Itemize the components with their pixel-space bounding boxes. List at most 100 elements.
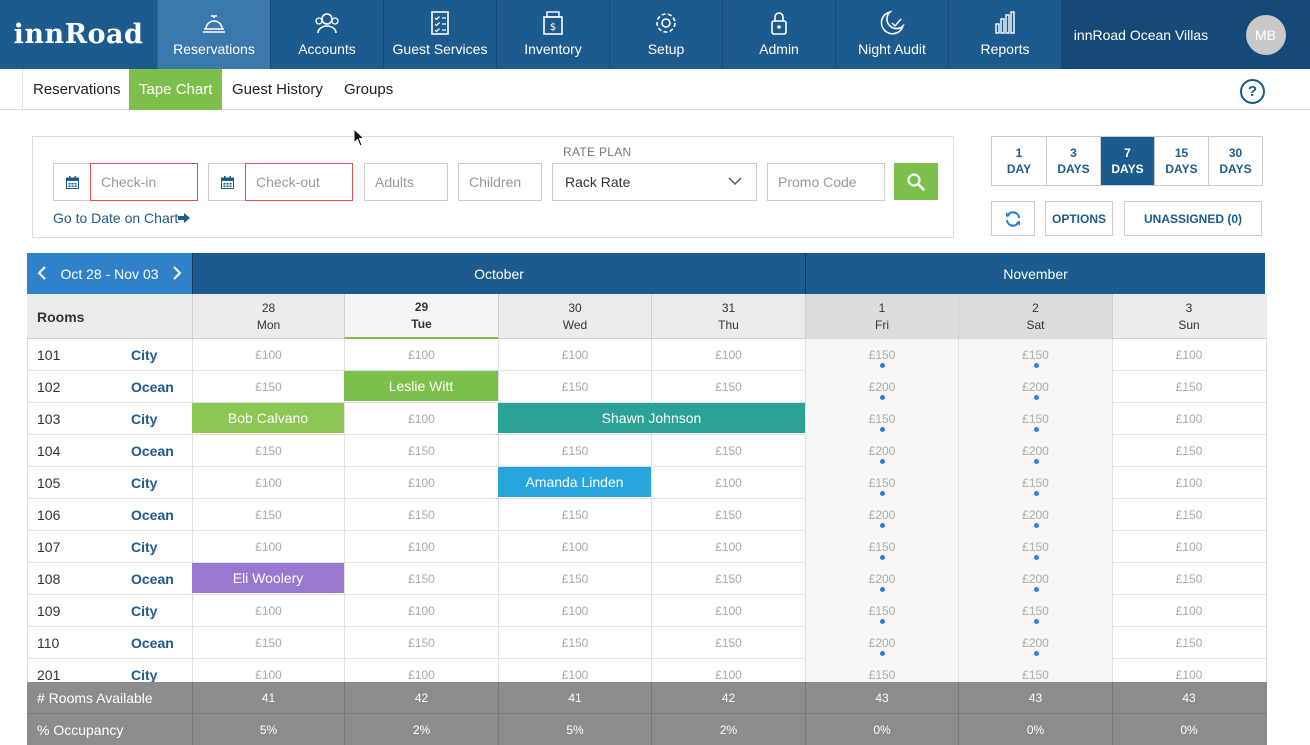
rate-cell[interactable]: £100 xyxy=(1112,467,1265,499)
room-number[interactable]: 101 xyxy=(37,347,61,363)
avatar[interactable]: MB xyxy=(1245,14,1286,55)
room-type[interactable]: City xyxy=(131,667,158,683)
chevron-left-icon[interactable] xyxy=(37,265,47,281)
refresh-button[interactable] xyxy=(991,201,1035,236)
rate-cell[interactable]: £150 xyxy=(958,339,1112,371)
rate-cell[interactable]: £200 xyxy=(958,435,1112,467)
rate-cell[interactable]: £100 xyxy=(498,659,651,691)
rate-cell[interactable]: £150 xyxy=(1112,499,1265,531)
room-type[interactable]: Ocean xyxy=(131,507,174,523)
rate-cell[interactable]: £150 xyxy=(651,435,805,467)
room-type[interactable]: City xyxy=(131,347,158,363)
rate-cell[interactable]: £150 xyxy=(1112,563,1265,595)
rate-cell[interactable]: £200 xyxy=(958,563,1112,595)
rate-cell[interactable]: £200 xyxy=(805,435,958,467)
rate-cell[interactable]: £100 xyxy=(192,595,344,627)
rate-cell[interactable]: £100 xyxy=(344,403,498,435)
subtab-guest-history[interactable]: Guest History xyxy=(232,81,323,98)
room-type[interactable]: City xyxy=(131,539,158,555)
rate-cell[interactable]: £100 xyxy=(1112,339,1265,371)
subtab-reservations[interactable]: Reservations xyxy=(33,81,121,98)
calendar-icon[interactable] xyxy=(53,163,90,201)
rate-cell[interactable]: £150 xyxy=(498,435,651,467)
nav-admin[interactable]: Admin xyxy=(722,0,835,69)
rate-cell[interactable]: £150 xyxy=(344,563,498,595)
go-to-date-link[interactable]: Go to Date on Chart xyxy=(53,210,191,226)
rate-cell[interactable]: £100 xyxy=(192,659,344,691)
rate-cell[interactable]: £200 xyxy=(958,371,1112,403)
rate-cell[interactable]: £150 xyxy=(498,499,651,531)
room-number[interactable]: 102 xyxy=(37,379,61,395)
rate-cell[interactable]: £150 xyxy=(651,371,805,403)
room-number[interactable]: 104 xyxy=(37,443,61,459)
rate-cell[interactable]: £200 xyxy=(805,563,958,595)
rate-cell[interactable]: £150 xyxy=(958,531,1112,563)
rate-cell[interactable]: £200 xyxy=(805,371,958,403)
rate-cell[interactable]: £150 xyxy=(498,371,651,403)
room-type[interactable]: City xyxy=(131,475,158,491)
nav-night-audit[interactable]: Night Audit xyxy=(835,0,948,69)
nav-setup[interactable]: Setup xyxy=(609,0,722,69)
nav-inventory[interactable]: $ Inventory xyxy=(496,0,609,69)
rate-cell[interactable]: £100 xyxy=(651,339,805,371)
rate-cell[interactable]: £100 xyxy=(192,467,344,499)
reservation-block[interactable]: Leslie Witt xyxy=(344,371,498,401)
range-30-days-button[interactable]: 30 DAYS xyxy=(1208,137,1262,185)
room-type[interactable]: City xyxy=(131,411,158,427)
room-type[interactable]: Ocean xyxy=(131,379,174,395)
room-number[interactable]: 107 xyxy=(37,539,61,555)
rate-cell[interactable]: £150 xyxy=(192,371,344,403)
range-15-days-button[interactable]: 15 DAYS xyxy=(1154,137,1208,185)
chevron-right-icon[interactable] xyxy=(172,265,182,281)
rate-cell[interactable]: £150 xyxy=(344,435,498,467)
room-type[interactable]: Ocean xyxy=(131,635,174,651)
rate-cell[interactable]: £100 xyxy=(192,339,344,371)
property-name[interactable]: innRoad Ocean Villas xyxy=(1061,0,1221,69)
rate-cell[interactable]: £100 xyxy=(651,467,805,499)
rate-cell[interactable]: £100 xyxy=(1112,531,1265,563)
room-number[interactable]: 201 xyxy=(37,667,61,683)
checkout-input[interactable]: Check-out xyxy=(245,163,353,201)
rate-cell[interactable]: £150 xyxy=(805,403,958,435)
room-number[interactable]: 109 xyxy=(37,603,61,619)
rate-plan-select[interactable]: Rack Rate xyxy=(552,163,757,201)
room-type[interactable]: Ocean xyxy=(131,443,174,459)
room-type[interactable]: City xyxy=(131,603,158,619)
rate-cell[interactable]: £100 xyxy=(344,339,498,371)
rate-cell[interactable]: £150 xyxy=(192,627,344,659)
rate-cell[interactable]: £100 xyxy=(1112,403,1265,435)
rate-cell[interactable]: £100 xyxy=(651,531,805,563)
rate-cell[interactable]: £150 xyxy=(651,627,805,659)
adults-input[interactable]: Adults xyxy=(364,163,448,201)
room-type[interactable]: Ocean xyxy=(131,571,174,587)
room-number[interactable]: 103 xyxy=(37,411,61,427)
rate-cell[interactable]: £100 xyxy=(344,531,498,563)
rate-cell[interactable]: £200 xyxy=(958,499,1112,531)
rate-cell[interactable]: £150 xyxy=(651,499,805,531)
rate-cell[interactable]: £150 xyxy=(498,627,651,659)
children-input[interactable]: Children xyxy=(458,163,542,201)
nav-guest-services[interactable]: Guest Services xyxy=(383,0,496,69)
subtab-groups[interactable]: Groups xyxy=(344,81,394,98)
reservation-block[interactable]: Amanda Linden xyxy=(498,467,651,497)
search-button[interactable] xyxy=(894,163,938,200)
rate-cell[interactable]: £100 xyxy=(651,595,805,627)
rate-cell[interactable]: £150 xyxy=(958,467,1112,499)
rate-cell[interactable]: £150 xyxy=(958,595,1112,627)
promo-code-input[interactable]: Promo Code xyxy=(767,163,885,201)
rate-cell[interactable]: £150 xyxy=(805,339,958,371)
rate-cell[interactable]: £150 xyxy=(805,467,958,499)
nav-reports[interactable]: Reports xyxy=(948,0,1061,69)
options-button[interactable]: OPTIONS xyxy=(1045,201,1113,236)
rate-cell[interactable]: £100 xyxy=(651,659,805,691)
rate-cell[interactable]: £200 xyxy=(805,627,958,659)
range-7-days-button[interactable]: 7 DAYS xyxy=(1100,137,1154,185)
rate-cell[interactable]: £200 xyxy=(805,499,958,531)
rate-cell[interactable]: £100 xyxy=(1112,659,1265,691)
rate-cell[interactable]: £150 xyxy=(1112,627,1265,659)
rate-cell[interactable]: £150 xyxy=(344,627,498,659)
rate-cell[interactable]: £150 xyxy=(498,563,651,595)
rate-cell[interactable]: £100 xyxy=(498,595,651,627)
calendar-icon[interactable] xyxy=(208,163,245,201)
help-icon[interactable]: ? xyxy=(1240,79,1265,104)
